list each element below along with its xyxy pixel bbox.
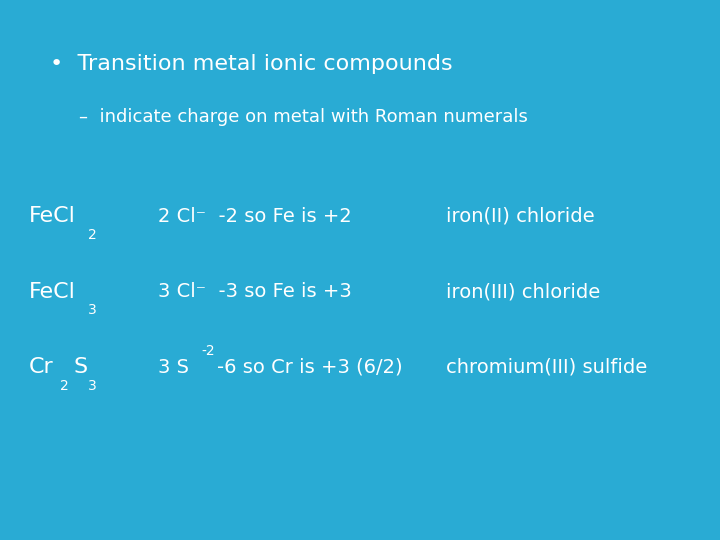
Text: 2: 2 — [60, 379, 69, 393]
Text: 3 Cl⁻  -3 so Fe is +3: 3 Cl⁻ -3 so Fe is +3 — [158, 282, 352, 301]
Text: 2: 2 — [88, 228, 96, 242]
Text: iron(II) chloride: iron(II) chloride — [446, 206, 595, 226]
Text: –  indicate charge on metal with Roman numerals: – indicate charge on metal with Roman nu… — [79, 108, 528, 126]
Text: iron(III) chloride: iron(III) chloride — [446, 282, 600, 301]
Text: 3: 3 — [88, 303, 96, 318]
Text: chromium(III) sulfide: chromium(III) sulfide — [446, 357, 648, 377]
Text: 3 S: 3 S — [158, 357, 189, 377]
Text: FeCl: FeCl — [29, 206, 76, 226]
Text: 2 Cl⁻  -2 so Fe is +2: 2 Cl⁻ -2 so Fe is +2 — [158, 206, 352, 226]
Text: -2: -2 — [202, 344, 215, 358]
Text: Cr: Cr — [29, 357, 53, 377]
Text: •  Transition metal ionic compounds: • Transition metal ionic compounds — [50, 54, 453, 74]
Text: FeCl: FeCl — [29, 281, 76, 302]
Text: S: S — [73, 357, 88, 377]
Text: -6 so Cr is +3 (6/2): -6 so Cr is +3 (6/2) — [217, 357, 403, 377]
Text: 3: 3 — [88, 379, 96, 393]
